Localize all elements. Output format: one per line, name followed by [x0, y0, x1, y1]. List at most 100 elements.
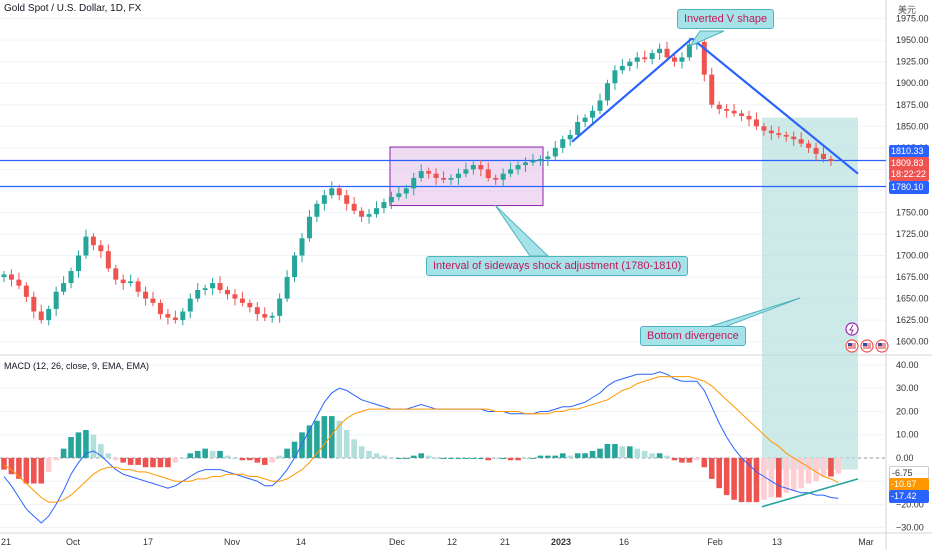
- candle-body: [560, 139, 566, 148]
- time-tick-label: 17: [143, 537, 153, 547]
- histogram-bar: [671, 457, 678, 461]
- histogram-bar: [261, 457, 268, 465]
- histogram-bar: [515, 457, 521, 461]
- time-tick-label: Dec: [389, 537, 406, 547]
- chart-title: Gold Spot / U.S. Dollar, 1D, FX: [4, 3, 142, 14]
- candle-body: [299, 238, 305, 256]
- histogram-bar: [768, 457, 775, 498]
- time-tick-label: 16: [619, 537, 629, 547]
- histogram-bar: [31, 457, 37, 484]
- candle-body: [187, 298, 193, 312]
- candle-body: [284, 277, 290, 299]
- candle-body: [374, 208, 379, 215]
- histogram-bar: [425, 455, 432, 458]
- histogram-bar: [381, 455, 387, 458]
- candle-body: [344, 195, 350, 204]
- histogram-bar: [314, 420, 320, 458]
- histogram-bar: [537, 455, 544, 458]
- candle-body: [627, 61, 633, 66]
- candle-body: [314, 203, 320, 217]
- histogram-bar: [299, 432, 305, 458]
- candle-body: [441, 177, 447, 180]
- histogram-bar: [448, 457, 454, 459]
- histogram-bar: [627, 446, 633, 458]
- candle-body: [515, 165, 521, 170]
- histogram-bar: [574, 453, 581, 458]
- histogram-bar: [23, 457, 30, 484]
- macd-axis: −30.00−20.00−10.000.0010.0020.0030.0040.…: [896, 360, 924, 533]
- candle-body: [664, 48, 670, 58]
- candle-body: [426, 171, 432, 174]
- candle-body: [828, 159, 834, 161]
- histogram-bar: [194, 450, 201, 458]
- histogram-bar: [68, 437, 74, 458]
- price-tick-label: 1675.00: [896, 272, 929, 282]
- histogram-bar: [254, 457, 261, 463]
- macd-tick-label: −20.00: [896, 499, 924, 509]
- candle-body: [619, 65, 625, 71]
- histogram-bar: [738, 457, 745, 503]
- histogram-bar: [75, 432, 82, 458]
- histogram-bar: [276, 455, 283, 458]
- histogram-bar: [396, 457, 402, 459]
- histogram-bar: [761, 457, 767, 500]
- candle-body: [791, 136, 797, 140]
- macd-tick-label: 0.00: [896, 453, 914, 463]
- macd-tick-label: 40.00: [896, 360, 919, 370]
- candle-body: [768, 130, 774, 134]
- histogram-bar: [165, 457, 171, 468]
- candle-body: [8, 274, 14, 280]
- candle-body: [46, 308, 52, 321]
- histogram-bar: [135, 457, 141, 465]
- candle-body: [217, 283, 223, 290]
- annotation-divergence: Bottom divergence: [640, 326, 746, 346]
- candle-body: [1, 274, 7, 278]
- histogram-bar: [60, 448, 67, 458]
- histogram-bar: [366, 450, 372, 458]
- histogram-bar: [656, 453, 663, 458]
- candle-body: [403, 188, 409, 194]
- histogram-bar: [835, 457, 842, 474]
- candle-body: [582, 117, 588, 122]
- histogram-bar: [552, 455, 559, 458]
- divergence-zone-fill: [762, 117, 858, 470]
- candle-body: [172, 317, 178, 321]
- candle-body: [537, 159, 543, 161]
- flag-canton: [863, 343, 867, 346]
- flag-canton: [848, 343, 852, 346]
- annotation-interval: Interval of sideways shock adjustment (1…: [426, 256, 689, 276]
- candle-body: [463, 169, 469, 174]
- candle-body: [657, 48, 663, 54]
- histogram-bar: [306, 425, 313, 458]
- candle-body: [128, 281, 134, 284]
- price-tick-label: 1925.00: [896, 57, 929, 67]
- histogram-bar: [90, 434, 97, 458]
- candle-body: [701, 41, 707, 75]
- annotation-inverted-v: Inverted V shape: [677, 9, 775, 29]
- price-tick-label: 1700.00: [896, 251, 929, 261]
- divergence-line: [761, 478, 859, 508]
- candle-body: [455, 173, 461, 178]
- histogram-bar: [440, 457, 447, 459]
- histogram-bar: [478, 457, 484, 459]
- histogram-bar: [798, 457, 804, 489]
- histogram-bar: [1, 457, 7, 470]
- histogram-bar: [463, 457, 469, 459]
- candle-body: [478, 165, 484, 170]
- histogram-bar: [343, 430, 350, 458]
- candle-body: [135, 281, 141, 292]
- price-tick-label: 1625.00: [896, 315, 929, 325]
- candle-body: [195, 289, 201, 299]
- candle-body: [262, 314, 268, 318]
- histogram-bar: [120, 457, 126, 463]
- candle-body: [329, 188, 335, 196]
- histogram-bar: [731, 457, 737, 500]
- candle-body: [23, 285, 29, 297]
- histogram-bar: [45, 457, 52, 472]
- macd-grid: [0, 364, 886, 529]
- candle-body: [53, 291, 59, 309]
- price-tick-label: 1950.00: [896, 35, 929, 45]
- time-tick-label: Feb: [707, 537, 723, 547]
- tag-upper-line: 1810.33: [889, 145, 929, 158]
- histogram-bar: [783, 457, 790, 493]
